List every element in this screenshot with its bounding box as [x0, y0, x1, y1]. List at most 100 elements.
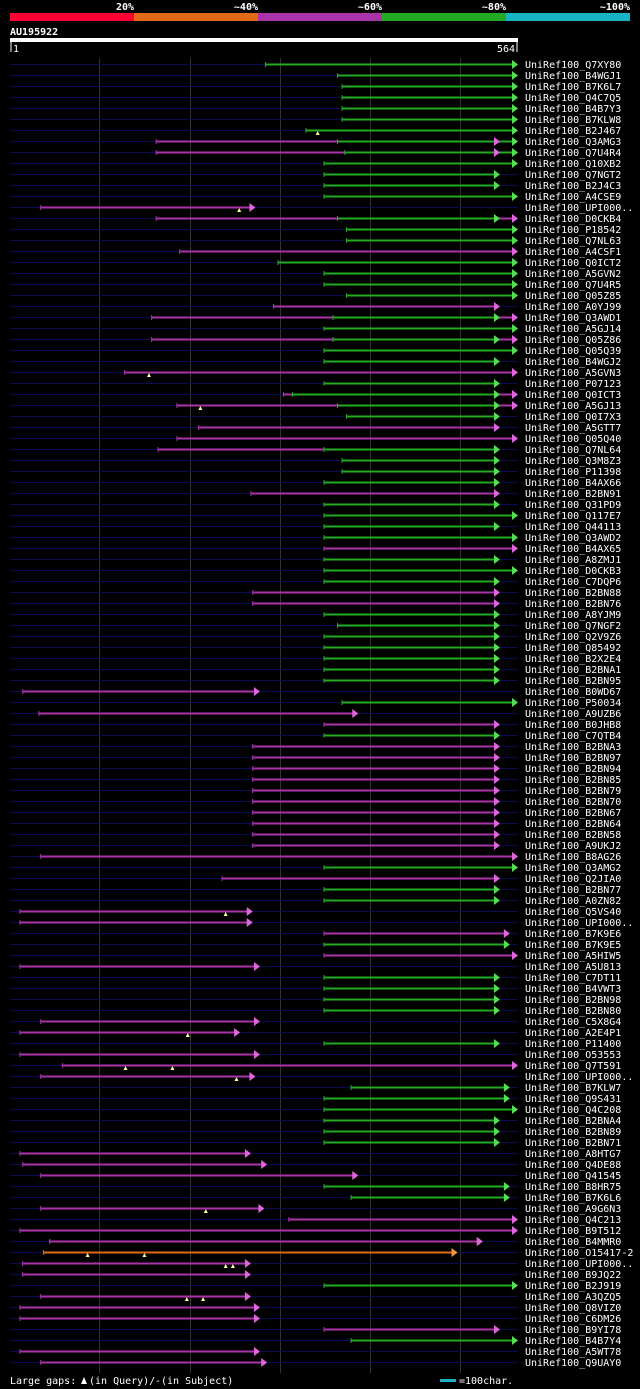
hit-row: UniRef100_B2BN64: [10, 819, 621, 830]
hit-row: UniRef100_B2BN98: [10, 995, 621, 1006]
hit-label: UniRef100_B4B7Y3: [525, 104, 621, 115]
hit-label: UniRef100_Q7T591: [525, 1061, 621, 1072]
hit-arrow: [493, 984, 500, 993]
hit-label: UniRef100_A4CSE9: [525, 192, 621, 203]
hit-label: UniRef100_Q0ICT2: [525, 258, 621, 269]
hit-label: UniRef100_C7DQP6: [525, 577, 621, 588]
hit-label: UniRef100_B4MMR0: [525, 1237, 621, 1248]
hit-arrow-secondary: [493, 390, 500, 399]
scale-label-60: ~60%: [358, 2, 382, 13]
hit-arrow: [493, 995, 500, 1004]
hit-row: UniRef100_O53553: [10, 1050, 621, 1061]
hit-arrow: [512, 214, 518, 223]
hit-arrow: [493, 731, 500, 740]
hit-label: UniRef100_B2BN95: [525, 676, 621, 687]
hit-label: UniRef100_Q7NL63: [525, 236, 621, 247]
hit-label: UniRef100_Q5VS40: [525, 907, 621, 918]
hit-arrow: [493, 764, 500, 773]
hit-arrow: [493, 181, 500, 190]
hit-arrow: [234, 1028, 241, 1037]
hit-row: UniRef100_Q7T591: [10, 1061, 621, 1072]
hit-label: UniRef100_UPI000..: [525, 1072, 633, 1083]
hit-label: UniRef100_Q7U4R5: [525, 280, 621, 291]
hit-arrow: [493, 621, 500, 630]
hit-row: UniRef100_B7K9E6: [10, 929, 621, 940]
hit-label: UniRef100_A5GTT7: [525, 423, 621, 434]
hit-label: UniRef100_A2E4P1: [525, 1028, 621, 1039]
hit-row: UniRef100_B2BN77: [10, 885, 621, 896]
hit-row: UniRef100_Q4C208: [10, 1105, 621, 1116]
hit-label: UniRef100_P11398: [525, 467, 621, 478]
hit-label: UniRef100_Q85492: [525, 643, 621, 654]
hit-arrow: [493, 797, 500, 806]
hit-label: UniRef100_Q7XY80: [525, 60, 621, 71]
hit-row: UniRef100_B2J4C3: [10, 181, 621, 192]
hit-label: UniRef100_D0CKB3: [525, 566, 621, 577]
hit-row: UniRef100_Q31PD9: [10, 500, 621, 511]
query-gap-marker: [223, 912, 228, 916]
hit-arrow: [493, 467, 500, 476]
scale-band-60: [258, 13, 382, 21]
hit-arrow: [493, 489, 500, 498]
hit-row: UniRef100_B4B7Y4: [10, 1336, 621, 1347]
hit-label: UniRef100_B2BN79: [525, 786, 621, 797]
hit-arrow: [253, 1314, 260, 1323]
hit-row: UniRef100_A2E4P1: [10, 1028, 621, 1039]
hit-row: UniRef100_P50034: [10, 698, 621, 709]
scale-band-100: [506, 13, 630, 21]
hit-label: UniRef100_A9G6N3: [525, 1204, 621, 1215]
hit-row: UniRef100_B4AX65: [10, 544, 621, 555]
scale-band-40: [134, 13, 258, 21]
hit-row: UniRef100_B2X2E4: [10, 654, 621, 665]
hit-label: UniRef100_B0WD67: [525, 687, 621, 698]
hit-label: UniRef100_B4AX66: [525, 478, 621, 489]
hit-label: UniRef100_A9UKJ2: [525, 841, 621, 852]
hit-label: UniRef100_B7K6L7: [525, 82, 621, 93]
hit-label: UniRef100_C6DM26: [525, 1314, 621, 1325]
hit-row: UniRef100_Q3AMG3: [10, 137, 621, 148]
hit-label: UniRef100_B7K9E6: [525, 929, 621, 940]
hit-label: UniRef100_B2BN76: [525, 599, 621, 610]
hit-arrow: [512, 335, 518, 344]
hit-row: UniRef100_C5X8G4: [10, 1017, 621, 1028]
hit-row: UniRef100_B2BN67: [10, 808, 621, 819]
hit-row: UniRef100_UPI000..: [10, 1072, 633, 1083]
hit-row: UniRef100_C6DM26: [10, 1314, 621, 1325]
hit-label: UniRef100_B2BN94: [525, 764, 621, 775]
hit-arrow: [246, 907, 253, 916]
hit-row: UniRef100_A4CSF1: [10, 247, 621, 258]
hit-label: UniRef100_B2BNA4: [525, 1116, 621, 1127]
hit-arrow: [493, 643, 500, 652]
hit-arrow-secondary: [493, 313, 500, 322]
hit-row: UniRef100_Q0ICT3: [10, 390, 621, 401]
hit-row: UniRef100_Q10XB2: [10, 159, 621, 170]
hit-label: UniRef100_A0YJ99: [525, 302, 621, 313]
hit-row: UniRef100_A8ZMJ1: [10, 555, 621, 566]
hit-row: UniRef100_B2BN79: [10, 786, 621, 797]
hit-row: UniRef100_Q0ICT2: [10, 258, 621, 269]
hit-label: UniRef100_C7DT11: [525, 973, 621, 984]
hit-arrow: [512, 368, 518, 377]
hit-row: UniRef100_A5GJ14: [10, 324, 621, 335]
hit-row: UniRef100_Q7NGT2: [10, 170, 621, 181]
hit-row: UniRef100_UPI000..: [10, 918, 633, 929]
hit-row: UniRef100_A8HTG7: [10, 1149, 621, 1160]
hit-arrow: [512, 544, 518, 553]
hit-arrow: [512, 192, 518, 201]
query-title: AU195922: [10, 27, 58, 38]
scale-label-20: 20%: [116, 2, 134, 13]
hit-label: UniRef100_Q7NGF2: [525, 621, 621, 632]
hit-arrow: [253, 1050, 260, 1059]
hit-row: UniRef100_B9YI78: [10, 1325, 621, 1336]
hit-row: UniRef100_Q7NGF2: [10, 621, 621, 632]
hit-label: UniRef100_Q4C7Q5: [525, 93, 621, 104]
hit-arrow: [512, 1105, 518, 1114]
hit-arrow: [493, 599, 500, 608]
hit-arrow: [512, 863, 518, 872]
hit-arrow-secondary: [493, 335, 500, 344]
hit-arrow: [253, 1017, 260, 1026]
hit-label: UniRef100_Q4C213: [525, 1215, 621, 1226]
hit-arrow: [512, 533, 518, 542]
hit-arrow: [512, 401, 518, 410]
hit-label: UniRef100_B2BN97: [525, 753, 621, 764]
